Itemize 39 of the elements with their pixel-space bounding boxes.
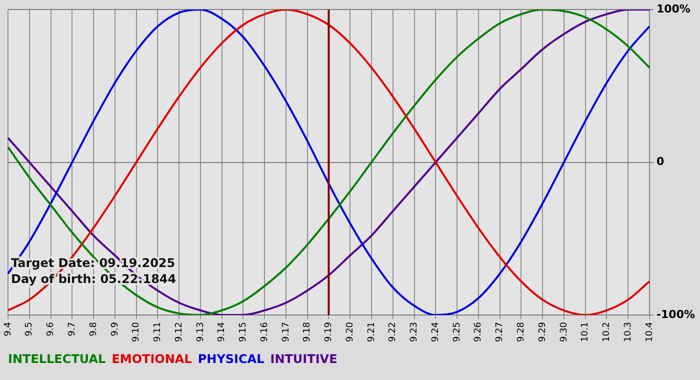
x-tick-label: 10.4 <box>644 322 655 342</box>
x-tick-label: 9.4 <box>3 322 14 336</box>
x-tick-label: 9.5 <box>24 322 35 336</box>
line-series <box>7 10 650 315</box>
x-tick-label: 9.26 <box>474 322 484 342</box>
x-tick-label: 9.9 <box>110 322 120 336</box>
y-tick-label: -100% <box>656 308 696 321</box>
x-tick-label: 9.6 <box>46 322 56 336</box>
x-tick-label: 10.1 <box>580 322 591 342</box>
x-tick-label: 10.2 <box>602 322 612 342</box>
x-tick-label: 9.8 <box>88 322 99 336</box>
x-tick-label: 9.18 <box>302 322 313 342</box>
x-tick-label: 9.16 <box>260 322 270 342</box>
y-tick-label: 0 <box>656 155 664 168</box>
text: PHYSICAL <box>198 352 264 366</box>
x-tick-label: 9.30 <box>559 322 570 342</box>
x-tick-label: 9.10 <box>132 322 142 342</box>
x-tick-label: 9.15 <box>238 322 249 342</box>
x-tick-label: 9.27 <box>495 322 506 342</box>
x-tick-label: 10.3 <box>623 322 634 342</box>
x-tick-label: 9.14 <box>217 322 228 342</box>
x-tick-label: 9.22 <box>388 322 398 342</box>
text: INTELLECTUAL <box>8 352 106 366</box>
x-tick-label: 9.13 <box>196 322 206 342</box>
x-tick-label: 9.25 <box>452 322 462 342</box>
x-tick-label: 9.19 <box>324 322 334 342</box>
text: EMOTIONAL <box>112 352 192 366</box>
x-tick-label: 9.24 <box>430 322 441 342</box>
x-tick-label: 9.11 <box>153 322 164 342</box>
x-tick-label: 9.20 <box>345 322 356 342</box>
text: INTUITIVE <box>270 352 338 366</box>
x-tick-label: 9.23 <box>410 322 420 342</box>
x-tick-label: 9.12 <box>174 322 184 342</box>
x-tick-label: 9.17 <box>281 322 292 342</box>
y-tick-label: 100% <box>656 2 690 16</box>
x-tick-label: 9.21 <box>366 322 377 342</box>
x-tick-label: 9.7 <box>67 322 78 336</box>
x-tick-label: 9.29 <box>538 322 548 342</box>
x-tick-label: 9.28 <box>516 322 527 342</box>
